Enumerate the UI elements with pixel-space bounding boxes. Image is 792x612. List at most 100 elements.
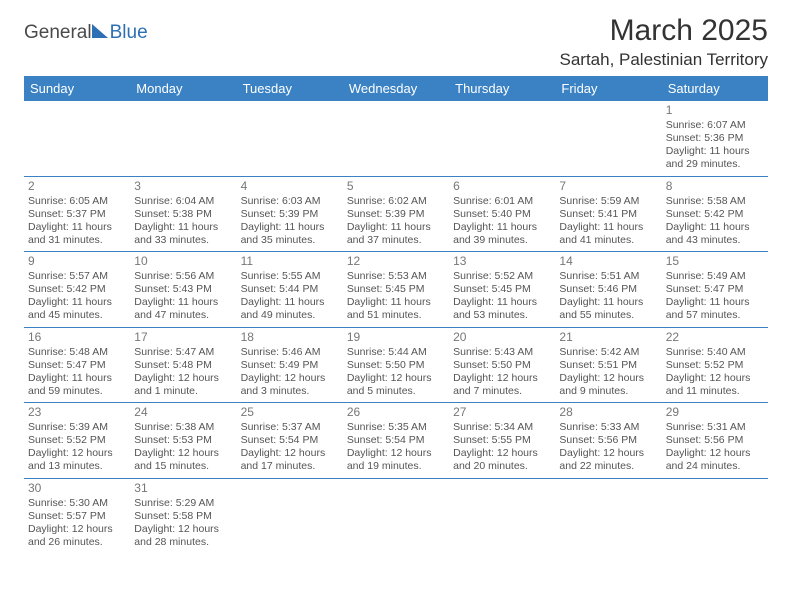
sunrise-text: Sunrise: 5:34 AM (453, 421, 551, 434)
sunset-text: Sunset: 5:44 PM (241, 283, 339, 296)
daylight-text: Daylight: 11 hours and 43 minutes. (666, 221, 764, 247)
calendar-cell: 24Sunrise: 5:38 AMSunset: 5:53 PMDayligh… (130, 403, 236, 479)
logo-text-1: General (24, 22, 92, 44)
sunset-text: Sunset: 5:38 PM (134, 208, 232, 221)
calendar-cell: 31Sunrise: 5:29 AMSunset: 5:58 PMDayligh… (130, 478, 236, 553)
daylight-text: Daylight: 11 hours and 47 minutes. (134, 296, 232, 322)
calendar-cell: 13Sunrise: 5:52 AMSunset: 5:45 PMDayligh… (449, 252, 555, 328)
sunset-text: Sunset: 5:53 PM (134, 434, 232, 447)
daylight-text: Daylight: 12 hours and 19 minutes. (347, 447, 445, 473)
calendar-row: 30Sunrise: 5:30 AMSunset: 5:57 PMDayligh… (24, 478, 768, 553)
daylight-text: Daylight: 12 hours and 11 minutes. (666, 372, 764, 398)
daylight-text: Daylight: 11 hours and 49 minutes. (241, 296, 339, 322)
sunset-text: Sunset: 5:46 PM (559, 283, 657, 296)
calendar-row: 16Sunrise: 5:48 AMSunset: 5:47 PMDayligh… (24, 327, 768, 403)
calendar-cell: 2Sunrise: 6:05 AMSunset: 5:37 PMDaylight… (24, 176, 130, 252)
day-number: 18 (241, 330, 339, 345)
sunset-text: Sunset: 5:52 PM (28, 434, 126, 447)
calendar-cell: 4Sunrise: 6:03 AMSunset: 5:39 PMDaylight… (237, 176, 343, 252)
calendar-cell (130, 101, 236, 176)
daylight-text: Daylight: 11 hours and 31 minutes. (28, 221, 126, 247)
sunset-text: Sunset: 5:58 PM (134, 510, 232, 523)
day-number: 20 (453, 330, 551, 345)
sunrise-text: Sunrise: 5:52 AM (453, 270, 551, 283)
sunrise-text: Sunrise: 5:55 AM (241, 270, 339, 283)
daylight-text: Daylight: 12 hours and 7 minutes. (453, 372, 551, 398)
logo-text-2: Blue (110, 22, 148, 44)
day-number: 25 (241, 405, 339, 420)
sunrise-text: Sunrise: 5:47 AM (134, 346, 232, 359)
sunrise-text: Sunrise: 5:58 AM (666, 195, 764, 208)
day-number: 28 (559, 405, 657, 420)
day-number: 2 (28, 179, 126, 194)
calendar-cell: 5Sunrise: 6:02 AMSunset: 5:39 PMDaylight… (343, 176, 449, 252)
calendar-cell (343, 478, 449, 553)
sunset-text: Sunset: 5:45 PM (453, 283, 551, 296)
sunrise-text: Sunrise: 5:29 AM (134, 497, 232, 510)
day-header: Friday (555, 76, 661, 101)
daylight-text: Daylight: 12 hours and 22 minutes. (559, 447, 657, 473)
sunset-text: Sunset: 5:56 PM (666, 434, 764, 447)
calendar-row: 1Sunrise: 6:07 AMSunset: 5:36 PMDaylight… (24, 101, 768, 176)
sunrise-text: Sunrise: 5:53 AM (347, 270, 445, 283)
calendar-cell (555, 101, 661, 176)
sunrise-text: Sunrise: 6:07 AM (666, 119, 764, 132)
calendar-cell: 19Sunrise: 5:44 AMSunset: 5:50 PMDayligh… (343, 327, 449, 403)
daylight-text: Daylight: 12 hours and 15 minutes. (134, 447, 232, 473)
sunset-text: Sunset: 5:43 PM (134, 283, 232, 296)
day-number: 4 (241, 179, 339, 194)
day-number: 26 (347, 405, 445, 420)
calendar-cell: 1Sunrise: 6:07 AMSunset: 5:36 PMDaylight… (662, 101, 768, 176)
daylight-text: Daylight: 12 hours and 5 minutes. (347, 372, 445, 398)
sunset-text: Sunset: 5:50 PM (347, 359, 445, 372)
daylight-text: Daylight: 12 hours and 9 minutes. (559, 372, 657, 398)
daylight-text: Daylight: 11 hours and 29 minutes. (666, 145, 764, 171)
header: General Blue March 2025 Sartah, Palestin… (24, 14, 768, 70)
calendar-cell: 30Sunrise: 5:30 AMSunset: 5:57 PMDayligh… (24, 478, 130, 553)
sunset-text: Sunset: 5:47 PM (28, 359, 126, 372)
day-header: Sunday (24, 76, 130, 101)
day-number: 16 (28, 330, 126, 345)
day-number: 12 (347, 254, 445, 269)
sunrise-text: Sunrise: 5:46 AM (241, 346, 339, 359)
day-number: 22 (666, 330, 764, 345)
sunset-text: Sunset: 5:49 PM (241, 359, 339, 372)
day-number: 24 (134, 405, 232, 420)
day-header: Thursday (449, 76, 555, 101)
sunset-text: Sunset: 5:51 PM (559, 359, 657, 372)
title-block: March 2025 Sartah, Palestinian Territory (559, 14, 768, 70)
daylight-text: Daylight: 11 hours and 39 minutes. (453, 221, 551, 247)
sunrise-text: Sunrise: 5:59 AM (559, 195, 657, 208)
calendar-cell: 29Sunrise: 5:31 AMSunset: 5:56 PMDayligh… (662, 403, 768, 479)
daylight-text: Daylight: 12 hours and 28 minutes. (134, 523, 232, 549)
day-header: Monday (130, 76, 236, 101)
sunrise-text: Sunrise: 6:03 AM (241, 195, 339, 208)
calendar-cell: 16Sunrise: 5:48 AMSunset: 5:47 PMDayligh… (24, 327, 130, 403)
day-number: 7 (559, 179, 657, 194)
day-number: 9 (28, 254, 126, 269)
sunrise-text: Sunrise: 5:43 AM (453, 346, 551, 359)
calendar-row: 2Sunrise: 6:05 AMSunset: 5:37 PMDaylight… (24, 176, 768, 252)
daylight-text: Daylight: 12 hours and 3 minutes. (241, 372, 339, 398)
calendar-cell: 21Sunrise: 5:42 AMSunset: 5:51 PMDayligh… (555, 327, 661, 403)
sunset-text: Sunset: 5:50 PM (453, 359, 551, 372)
day-number: 3 (134, 179, 232, 194)
daylight-text: Daylight: 11 hours and 35 minutes. (241, 221, 339, 247)
sunrise-text: Sunrise: 5:39 AM (28, 421, 126, 434)
sunrise-text: Sunrise: 5:56 AM (134, 270, 232, 283)
sunset-text: Sunset: 5:40 PM (453, 208, 551, 221)
sunrise-text: Sunrise: 6:01 AM (453, 195, 551, 208)
calendar-row: 23Sunrise: 5:39 AMSunset: 5:52 PMDayligh… (24, 403, 768, 479)
sunset-text: Sunset: 5:57 PM (28, 510, 126, 523)
calendar-cell (555, 478, 661, 553)
sunset-text: Sunset: 5:55 PM (453, 434, 551, 447)
sunrise-text: Sunrise: 5:51 AM (559, 270, 657, 283)
sunrise-text: Sunrise: 6:05 AM (28, 195, 126, 208)
sunrise-text: Sunrise: 5:31 AM (666, 421, 764, 434)
day-number: 11 (241, 254, 339, 269)
calendar-cell: 14Sunrise: 5:51 AMSunset: 5:46 PMDayligh… (555, 252, 661, 328)
sunset-text: Sunset: 5:41 PM (559, 208, 657, 221)
sunset-text: Sunset: 5:42 PM (666, 208, 764, 221)
calendar-cell: 7Sunrise: 5:59 AMSunset: 5:41 PMDaylight… (555, 176, 661, 252)
calendar-cell: 27Sunrise: 5:34 AMSunset: 5:55 PMDayligh… (449, 403, 555, 479)
